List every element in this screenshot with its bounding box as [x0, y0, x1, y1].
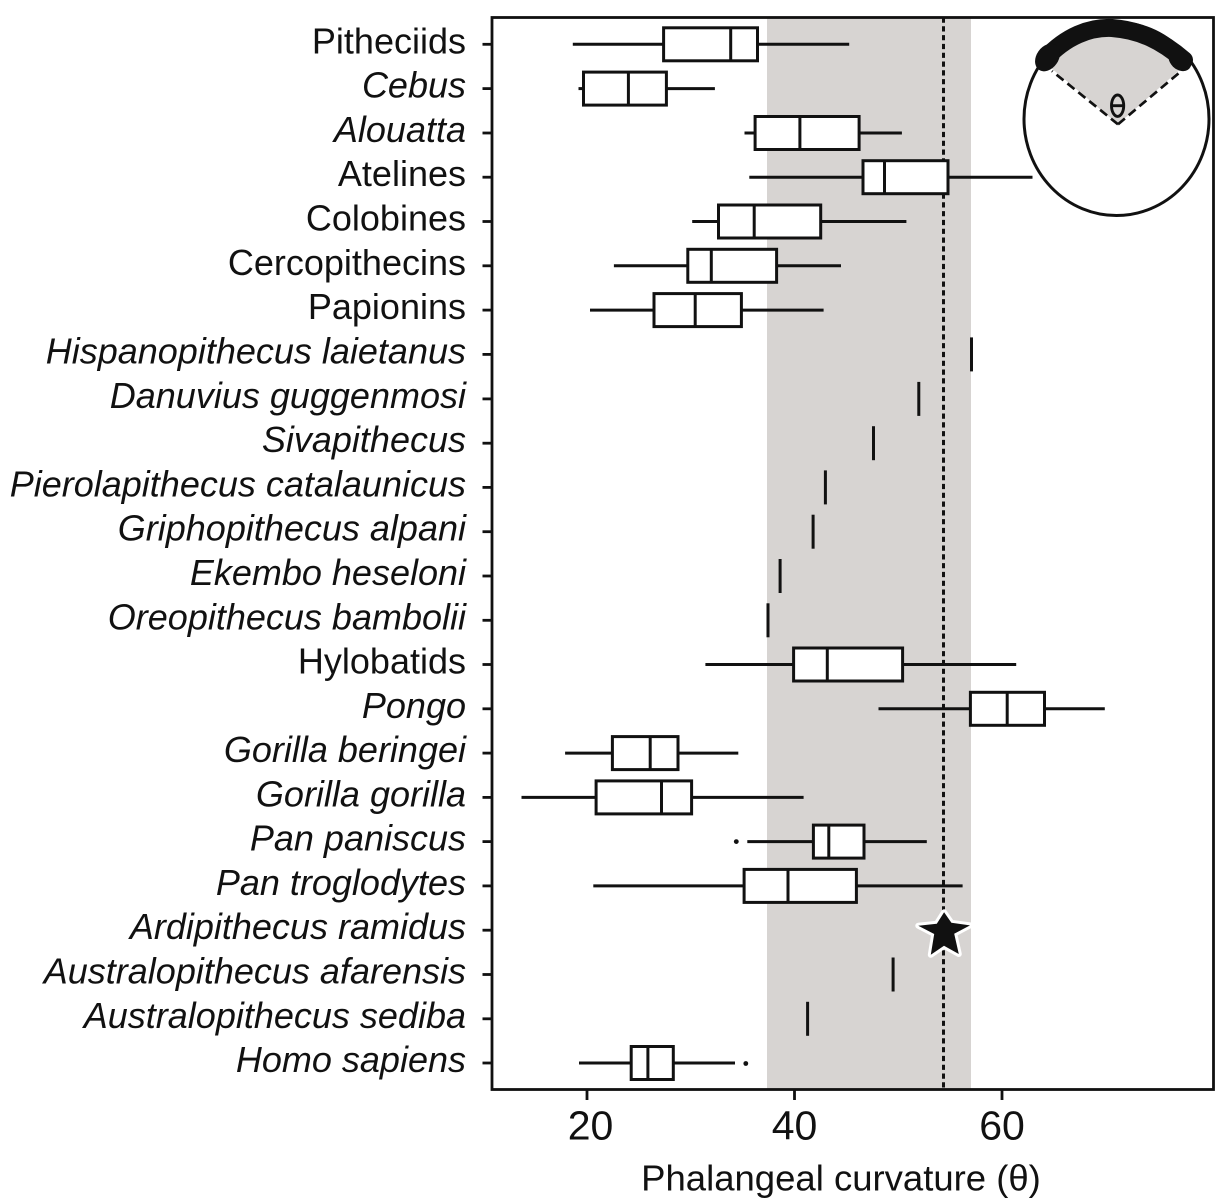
svg-text:Gorilla beringei: Gorilla beringei — [224, 729, 467, 770]
svg-text:40: 40 — [772, 1103, 818, 1149]
svg-text:Ardipithecus ramidus: Ardipithecus ramidus — [128, 906, 466, 947]
svg-text:20: 20 — [568, 1103, 614, 1149]
svg-text:Papionins: Papionins — [308, 286, 466, 327]
svg-text:Hylobatids: Hylobatids — [298, 641, 466, 682]
svg-text:Oreopithecus bambolii: Oreopithecus bambolii — [108, 596, 467, 637]
svg-text:Danuvius guggenmosi: Danuvius guggenmosi — [110, 375, 467, 416]
svg-text:Pitheciids: Pitheciids — [312, 20, 466, 61]
svg-text:Australopithecus sediba: Australopithecus sediba — [82, 995, 466, 1036]
svg-text:Homo sapiens: Homo sapiens — [236, 1039, 466, 1080]
svg-text:Gorilla gorilla: Gorilla gorilla — [256, 773, 466, 814]
svg-text:Cebus: Cebus — [362, 65, 466, 106]
svg-text:Pierolapithecus catalaunicus: Pierolapithecus catalaunicus — [10, 463, 466, 504]
svg-text:Cercopithecins: Cercopithecins — [228, 242, 466, 283]
svg-text:60: 60 — [979, 1103, 1025, 1149]
svg-text:Australopithecus afarensis: Australopithecus afarensis — [42, 951, 466, 992]
svg-text:Atelines: Atelines — [338, 153, 466, 194]
svg-text:Alouatta: Alouatta — [332, 109, 466, 150]
svg-text:Hispanopithecus laietanus: Hispanopithecus laietanus — [46, 330, 466, 371]
svg-text:Pan troglodytes: Pan troglodytes — [216, 862, 466, 903]
svg-text:Colobines: Colobines — [306, 198, 466, 239]
svg-text:Sivapithecus: Sivapithecus — [262, 419, 466, 460]
svg-text:Pan paniscus: Pan paniscus — [250, 818, 466, 859]
svg-text:Ekembo heseloni: Ekembo heseloni — [190, 552, 467, 593]
svg-text:Phalangeal curvature (θ): Phalangeal curvature (θ) — [641, 1158, 1041, 1199]
svg-text:Griphopithecus alpani: Griphopithecus alpani — [118, 508, 467, 549]
svg-text:Pongo: Pongo — [362, 685, 466, 726]
